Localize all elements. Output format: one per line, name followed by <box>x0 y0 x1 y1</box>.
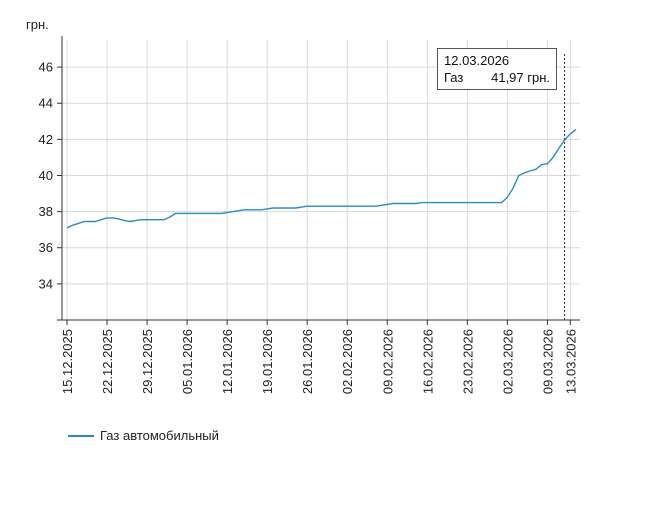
tooltip-value: 41,97 грн. <box>491 70 550 85</box>
series-line-gas[interactable] <box>66 128 577 229</box>
legend-swatch <box>68 434 94 437</box>
y-axis-unit-label: грн. <box>26 17 49 32</box>
tooltip-series-label: Газ <box>444 70 464 85</box>
x-tick-label: 09.03.2026 <box>540 329 555 394</box>
y-tick-label: 34 <box>39 276 53 291</box>
y-tick-label: 46 <box>39 60 53 75</box>
x-tick-label: 12.01.2026 <box>220 329 235 394</box>
tooltip-date: 12.03.2026 <box>444 53 510 68</box>
axes <box>61 36 580 321</box>
tooltip-row: Газ 41,97 грн. <box>444 69 550 86</box>
legend-label: Газ автомобильный <box>100 428 219 443</box>
x-tick-label: 23.02.2026 <box>460 329 475 394</box>
x-tick-label: 16.02.2026 <box>420 329 435 394</box>
x-tick-label: 29.12.2025 <box>140 329 155 394</box>
x-tick-label: 22.12.2025 <box>100 329 115 394</box>
x-tick-label: 19.01.2026 <box>260 329 275 394</box>
series-group <box>66 128 577 229</box>
y-tick-label: 36 <box>39 240 53 255</box>
x-tick-label: 15.12.2025 <box>60 329 75 394</box>
legend[interactable]: Газ автомобильный <box>68 428 219 443</box>
x-tick-label: 13.03.2026 <box>563 329 578 394</box>
x-tick-label: 02.03.2026 <box>500 329 515 394</box>
grid <box>62 40 580 320</box>
x-axis-ticks: 15.12.2025 22.12.2025 29.12.2025 05.01.2026… <box>60 320 578 394</box>
value-tooltip: 12.03.2026 Газ 41,97 грн. <box>437 48 557 90</box>
y-tick-label: 44 <box>39 96 53 111</box>
x-tick-label: 09.02.2026 <box>380 329 395 394</box>
x-tick-label: 05.01.2026 <box>180 329 195 394</box>
x-tick-label: 02.02.2026 <box>340 329 355 394</box>
x-tick-label: 26.01.2026 <box>300 329 315 394</box>
y-tick-label: 42 <box>39 132 53 147</box>
y-tick-label: 40 <box>39 168 53 183</box>
y-axis-ticks: 34 36 38 40 42 44 46 <box>39 60 62 321</box>
y-tick-label: 38 <box>39 204 53 219</box>
